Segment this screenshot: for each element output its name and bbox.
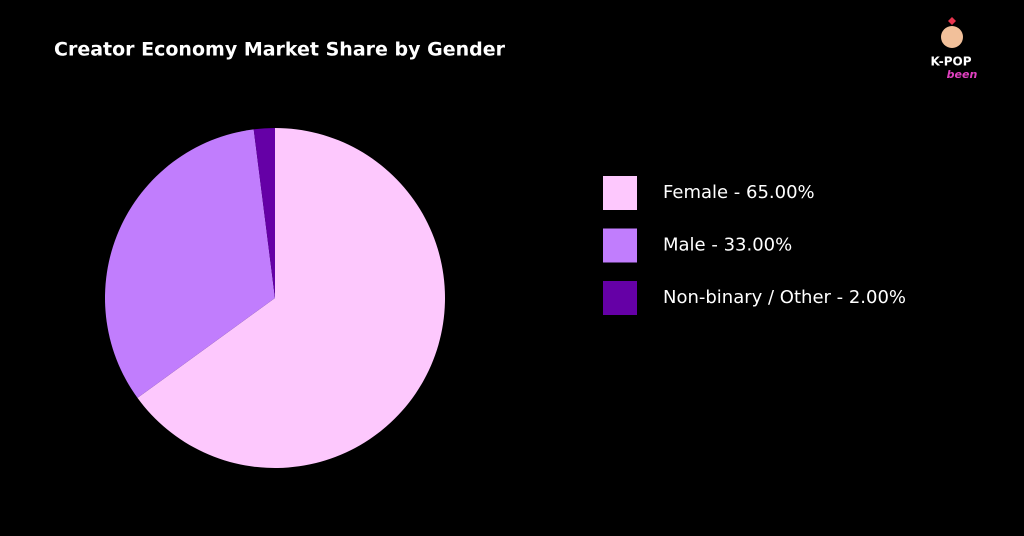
legend-swatch bbox=[603, 228, 637, 263]
logo-heart bbox=[948, 17, 956, 25]
logo: K-POP been bbox=[930, 17, 977, 81]
legend-swatch bbox=[603, 281, 637, 315]
chart-title: Creator Economy Market Share by Gender bbox=[54, 39, 506, 61]
pie-slice bbox=[137, 128, 446, 469]
legend-label: Male - 33.00% bbox=[663, 235, 792, 256]
logo-icon bbox=[941, 26, 963, 48]
logo-text: K-POP bbox=[930, 55, 971, 69]
pie-slice bbox=[253, 128, 275, 298]
logo-text: been bbox=[947, 68, 978, 81]
legend-swatch bbox=[603, 176, 637, 210]
legend-label: Non-binary / Other - 2.00% bbox=[663, 287, 906, 308]
pie-slice bbox=[105, 129, 275, 398]
legend-label: Female - 65.00% bbox=[663, 182, 815, 203]
